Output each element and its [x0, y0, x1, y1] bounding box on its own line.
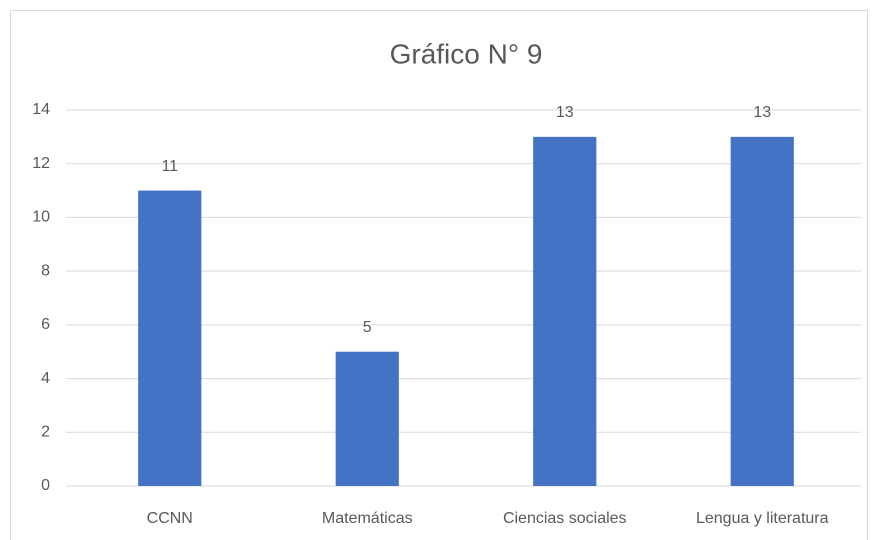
y-tick-label: 4 — [41, 370, 50, 387]
x-tick-label: CCNN — [147, 510, 193, 527]
y-tick-label: 14 — [32, 101, 50, 118]
data-label: 13 — [753, 104, 771, 121]
y-tick-label: 0 — [41, 477, 50, 494]
x-tick-label: Ciencias sociales — [503, 510, 627, 527]
bar — [730, 136, 794, 486]
y-tick-label: 6 — [41, 316, 50, 333]
data-label: 5 — [363, 319, 372, 336]
bar — [533, 136, 597, 486]
data-label: 13 — [556, 104, 574, 121]
y-tick-label: 8 — [41, 262, 50, 279]
x-tick-label: Matemáticas — [322, 510, 413, 527]
y-tick-label: 2 — [41, 424, 50, 441]
chart-border — [10, 10, 868, 540]
chart-title: Gráfico N° 9 — [390, 38, 543, 69]
y-tick-label: 12 — [32, 155, 50, 172]
x-tick-label: Lengua y literatura — [696, 510, 829, 527]
bar — [335, 351, 399, 486]
bar — [138, 190, 202, 487]
data-label: 11 — [161, 158, 178, 175]
y-tick-label: 10 — [32, 209, 50, 226]
